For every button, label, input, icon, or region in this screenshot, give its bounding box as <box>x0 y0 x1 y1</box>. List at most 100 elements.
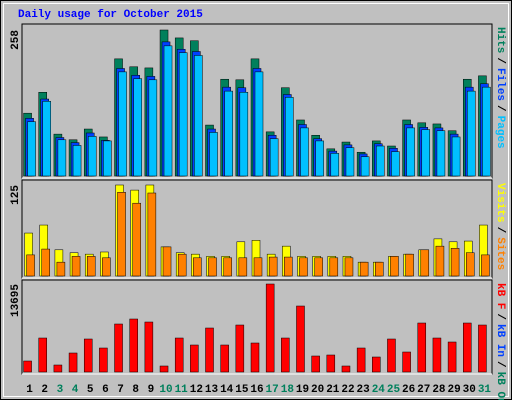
x-tick-label: 9 <box>148 384 155 396</box>
bar <box>482 86 491 177</box>
x-tick-label: 15 <box>235 384 249 396</box>
bar <box>193 257 202 277</box>
bar <box>190 344 199 373</box>
bar <box>224 90 233 177</box>
bar <box>38 337 47 373</box>
bar <box>86 256 96 277</box>
x-tick-label: 26 <box>402 384 415 396</box>
x-tick-label: 29 <box>447 384 460 396</box>
bar <box>71 256 81 277</box>
bar <box>315 140 324 177</box>
bar <box>194 55 203 177</box>
bar <box>83 338 93 373</box>
x-tick-label: 21 <box>326 384 340 396</box>
bar <box>376 145 385 177</box>
bar <box>68 352 78 373</box>
bar <box>53 364 63 373</box>
bar <box>432 337 442 373</box>
bar <box>436 130 446 177</box>
bar <box>467 90 476 177</box>
bar <box>239 91 249 177</box>
bar <box>129 318 138 373</box>
bar <box>57 139 67 177</box>
bar <box>103 140 112 177</box>
legend-entry: kB In <box>494 324 506 357</box>
bar <box>447 341 457 373</box>
bar <box>329 257 339 277</box>
bar <box>450 248 460 277</box>
bar <box>208 257 217 277</box>
x-tick-label: 1 <box>26 384 33 396</box>
bar <box>451 136 461 177</box>
bar <box>284 256 293 277</box>
bar <box>421 129 431 177</box>
legend-separator: / <box>494 227 506 234</box>
legend-entry: Pages <box>494 116 506 149</box>
x-tick-label: 25 <box>387 384 401 396</box>
bar <box>402 351 411 373</box>
bar <box>265 283 275 373</box>
bar <box>359 261 369 277</box>
x-tick-label: 8 <box>132 384 139 396</box>
bar <box>341 365 351 373</box>
bar <box>177 253 187 277</box>
legend-separator: / <box>494 57 506 64</box>
bar <box>285 97 294 177</box>
bar <box>174 337 184 373</box>
bar <box>435 245 445 277</box>
x-tick-label: 6 <box>102 384 109 396</box>
bar <box>56 261 66 277</box>
bar <box>478 324 487 373</box>
legend-entry: Sites <box>494 237 506 270</box>
x-tick-label: 16 <box>250 384 263 396</box>
bar <box>269 138 279 177</box>
x-tick-label: 28 <box>432 384 446 396</box>
x-tick-label: 20 <box>311 384 324 396</box>
bar <box>466 252 475 277</box>
bar <box>223 257 232 277</box>
x-tick-label: 7 <box>117 384 124 396</box>
legend-entry: kB F <box>494 283 506 309</box>
legend-entry: kB Out <box>494 372 506 400</box>
bar <box>163 45 173 177</box>
x-tick-label: 31 <box>478 384 492 396</box>
bar <box>144 321 154 373</box>
x-tick-label: 19 <box>296 384 309 396</box>
bar <box>159 365 169 373</box>
bevel <box>3 3 509 397</box>
x-tick-label: 22 <box>341 384 354 396</box>
bar <box>420 249 430 277</box>
bar <box>268 256 278 277</box>
bar <box>372 356 381 373</box>
bar <box>41 248 50 277</box>
legend-separator: / <box>494 361 506 368</box>
bar <box>463 322 472 373</box>
bar <box>235 324 245 373</box>
x-tick-label: 2 <box>41 384 48 396</box>
bar <box>117 192 126 277</box>
legend-separator: / <box>494 313 506 320</box>
bar <box>99 347 108 373</box>
bar <box>254 71 264 177</box>
legend-entry: Files <box>494 68 506 101</box>
legend-entry: Visits <box>494 183 506 223</box>
bar <box>296 305 305 373</box>
bar <box>220 344 229 373</box>
x-tick-label: 18 <box>281 384 295 396</box>
bar <box>405 253 414 277</box>
bar <box>147 192 157 277</box>
bar <box>281 337 290 373</box>
bar <box>26 254 35 277</box>
bar <box>300 127 309 177</box>
x-tick-label: 27 <box>417 384 430 396</box>
bar <box>42 101 51 177</box>
bar <box>205 327 214 373</box>
bar <box>326 354 336 373</box>
bar <box>102 257 111 277</box>
y-tick-label: 258 <box>10 30 22 50</box>
bar <box>345 147 355 177</box>
chart-title: Daily usage for October 2015 <box>18 9 203 21</box>
bar <box>250 342 260 373</box>
